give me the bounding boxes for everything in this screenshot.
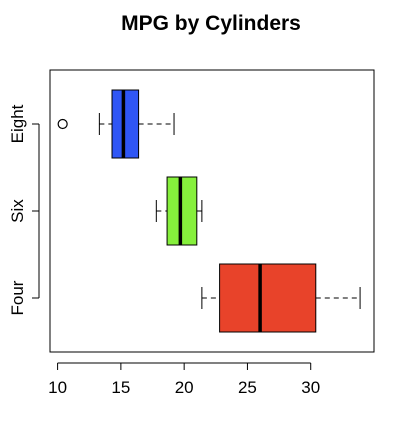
x-tick-label: 25 <box>238 378 257 397</box>
y-tick-label: Six <box>8 199 27 223</box>
outlier-point <box>57 118 68 130</box>
y-tick-label: Four <box>8 280 27 315</box>
iqr-box <box>219 263 317 333</box>
iqr-box <box>111 89 140 159</box>
box-six <box>155 176 203 246</box>
y-tick-label: Eight <box>8 104 27 143</box>
box-series <box>57 89 361 333</box>
x-axis: 10 15 20 25 30 <box>48 362 320 397</box>
box-four <box>201 263 361 333</box>
box-eight <box>57 89 175 159</box>
x-tick-label: 30 <box>301 378 320 397</box>
chart-title: MPG by Cylinders <box>121 12 301 35</box>
x-tick-label: 15 <box>111 378 130 397</box>
y-axis: Four Six Eight <box>8 104 40 315</box>
x-tick-label: 10 <box>48 378 67 397</box>
x-tick-label: 20 <box>175 378 194 397</box>
plot-frame <box>49 69 375 353</box>
